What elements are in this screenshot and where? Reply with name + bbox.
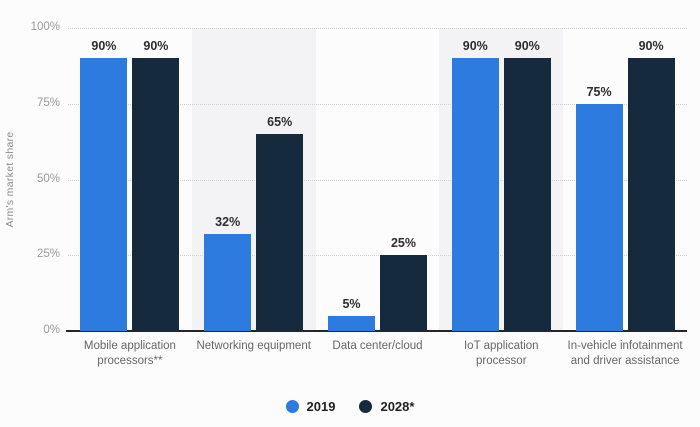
category-label: Data center/cloud bbox=[332, 340, 423, 352]
y-axis-tick-label: 25% bbox=[36, 248, 60, 261]
y-axis-tick-label: 50% bbox=[36, 172, 60, 185]
x-axis-line bbox=[66, 330, 687, 332]
bar-group: 32% 65% bbox=[192, 28, 316, 331]
legend-color-dot bbox=[285, 399, 299, 413]
bar-2019: 90% bbox=[80, 39, 128, 331]
bar-value-label: 90% bbox=[462, 39, 488, 54]
legend-label: 2019 bbox=[306, 398, 336, 414]
bar-2028: 90% bbox=[132, 39, 180, 331]
bar-2019: 75% bbox=[575, 85, 623, 331]
y-axis-tick-label: 75% bbox=[36, 96, 60, 109]
legend-color-dot bbox=[359, 399, 373, 413]
gridline bbox=[68, 255, 687, 257]
legend-label: 2028* bbox=[380, 398, 415, 414]
legend-item-2019[interactable]: 2019 bbox=[285, 398, 336, 414]
bar-2019: 5% bbox=[327, 297, 375, 331]
y-axis-tick-label: 100% bbox=[30, 21, 60, 33]
bar-value-label: 90% bbox=[514, 39, 540, 54]
bar-value-label: 75% bbox=[586, 84, 612, 99]
category-label: In-vehicle infotainment and driver assis… bbox=[567, 340, 683, 367]
bar-2028: 90% bbox=[627, 39, 675, 331]
gridline bbox=[68, 28, 687, 29]
bar-value-label: 90% bbox=[638, 39, 664, 54]
y-axis-tick-label: 0% bbox=[43, 324, 60, 336]
bar-group: 75% 90% bbox=[563, 28, 687, 331]
bar-value-label: 65% bbox=[267, 115, 293, 130]
category-label: Mobile application processors** bbox=[83, 340, 176, 367]
bar-2028: 25% bbox=[379, 236, 427, 331]
bar-2019: 32% bbox=[204, 215, 252, 331]
bar-2028: 90% bbox=[503, 39, 551, 331]
legend: 2019 2028* bbox=[0, 396, 700, 416]
gridline bbox=[68, 179, 687, 181]
bar-value-label: 32% bbox=[215, 215, 241, 230]
bar-2019: 90% bbox=[451, 39, 499, 331]
bar-value-label: 5% bbox=[342, 296, 361, 311]
category-label: IoT application processor bbox=[463, 340, 539, 367]
bar-2028: 65% bbox=[256, 115, 304, 331]
bar-value-label: 25% bbox=[390, 236, 416, 251]
legend-item-2028[interactable]: 2028* bbox=[359, 399, 414, 414]
bar-value-label: 90% bbox=[91, 39, 117, 54]
bar-group: 5% 25% bbox=[316, 28, 440, 331]
bar-group: 90% 90% bbox=[439, 28, 563, 331]
bar-group: 90% 90% bbox=[68, 28, 192, 331]
category-label: Networking equipment bbox=[196, 340, 311, 352]
gridline bbox=[68, 103, 687, 105]
bar-value-label: 90% bbox=[143, 39, 169, 54]
